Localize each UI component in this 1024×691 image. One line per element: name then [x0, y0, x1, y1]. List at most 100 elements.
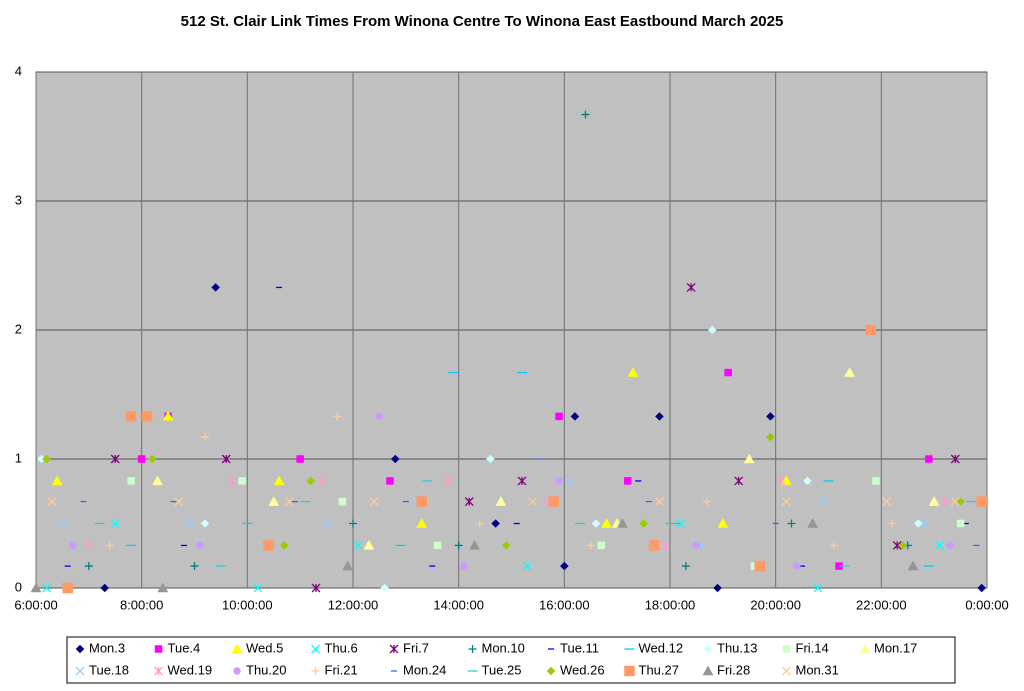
x-tick-label: 18:00:00	[645, 597, 696, 612]
x-tick-label: 6:00:00	[14, 597, 57, 612]
data-point	[627, 367, 639, 377]
legend-marker	[782, 645, 791, 653]
data-point	[865, 324, 877, 336]
x-tick-label: 14:00:00	[433, 597, 484, 612]
data-point	[200, 519, 210, 528]
data-point	[676, 519, 686, 528]
data-point	[776, 476, 786, 486]
y-tick-label: 1	[15, 450, 22, 465]
legend-marker	[233, 667, 241, 675]
data-point	[813, 583, 823, 593]
data-point	[559, 561, 569, 571]
data-point	[835, 562, 843, 570]
y-tick-label: 3	[15, 192, 22, 207]
data-point	[342, 560, 354, 571]
data-point	[555, 477, 563, 485]
x-tick-label: 22:00:00	[856, 597, 907, 612]
data-point	[227, 476, 236, 486]
data-point	[322, 519, 332, 528]
data-point	[660, 540, 670, 550]
data-point	[141, 411, 153, 422]
legend-marker	[859, 643, 871, 654]
data-point	[211, 283, 220, 292]
data-point	[781, 497, 791, 507]
legend-label: Mon.31	[796, 662, 839, 677]
data-point	[501, 541, 511, 550]
data-point	[306, 476, 316, 486]
data-point	[570, 412, 580, 421]
legend-label: Tue.18	[89, 662, 129, 677]
data-point	[591, 519, 601, 528]
data-point	[829, 541, 838, 550]
data-point	[296, 455, 304, 463]
data-point	[597, 541, 606, 550]
data-point	[380, 583, 390, 593]
data-point	[137, 455, 146, 463]
data-point	[495, 496, 507, 506]
data-point	[654, 497, 664, 507]
data-point	[882, 497, 892, 507]
data-point	[734, 476, 744, 486]
data-point	[907, 560, 919, 571]
data-point	[464, 497, 474, 507]
data-point	[390, 454, 400, 464]
data-point	[623, 477, 632, 485]
data-point	[263, 540, 274, 551]
legend-marker	[75, 666, 85, 676]
legend-label: Tue.25	[482, 662, 522, 677]
legend-marker	[154, 666, 163, 676]
data-point	[491, 519, 501, 528]
data-point	[47, 497, 57, 507]
data-point	[555, 412, 563, 421]
data-point	[443, 476, 453, 486]
data-point	[353, 540, 363, 550]
data-point	[316, 476, 326, 486]
data-point	[110, 454, 120, 464]
data-point	[162, 410, 174, 421]
data-point	[268, 496, 280, 506]
data-point	[279, 541, 289, 550]
data-point	[803, 476, 812, 486]
legend-marker	[703, 644, 713, 654]
data-point	[639, 519, 648, 528]
data-point	[285, 497, 295, 507]
legend-marker	[546, 666, 556, 676]
legend-marker	[154, 645, 163, 653]
data-point	[363, 539, 375, 550]
data-point	[793, 562, 801, 570]
data-point	[311, 583, 321, 593]
data-point	[946, 541, 954, 550]
data-point	[617, 517, 628, 528]
x-tick-label: 20:00:00	[750, 597, 801, 612]
data-point	[581, 110, 590, 119]
legend-marker	[782, 666, 791, 676]
legend-marker	[624, 665, 635, 677]
data-point	[84, 562, 93, 571]
data-point	[375, 412, 384, 421]
data-point	[147, 454, 157, 464]
data-point	[469, 539, 480, 550]
data-point	[238, 477, 246, 485]
data-point	[586, 541, 595, 550]
data-point	[528, 497, 538, 507]
data-point	[30, 582, 42, 593]
data-point	[416, 517, 428, 528]
data-point	[724, 368, 732, 377]
data-point	[338, 497, 347, 506]
data-point	[887, 519, 896, 528]
data-point	[184, 519, 194, 528]
x-tick-label: 10:00:00	[222, 597, 273, 612]
data-point	[522, 561, 532, 571]
data-point	[57, 519, 67, 528]
data-point	[221, 454, 231, 464]
data-point	[51, 475, 63, 486]
data-point	[934, 540, 944, 550]
data-point	[69, 541, 77, 550]
legend-label: Mon.3	[89, 640, 125, 655]
legend-label: Fri.28	[717, 662, 750, 677]
legend-label: Tue.4	[168, 640, 201, 655]
data-point	[42, 583, 52, 593]
legend-marker	[702, 665, 714, 676]
data-point	[460, 562, 468, 570]
data-point	[62, 582, 73, 594]
